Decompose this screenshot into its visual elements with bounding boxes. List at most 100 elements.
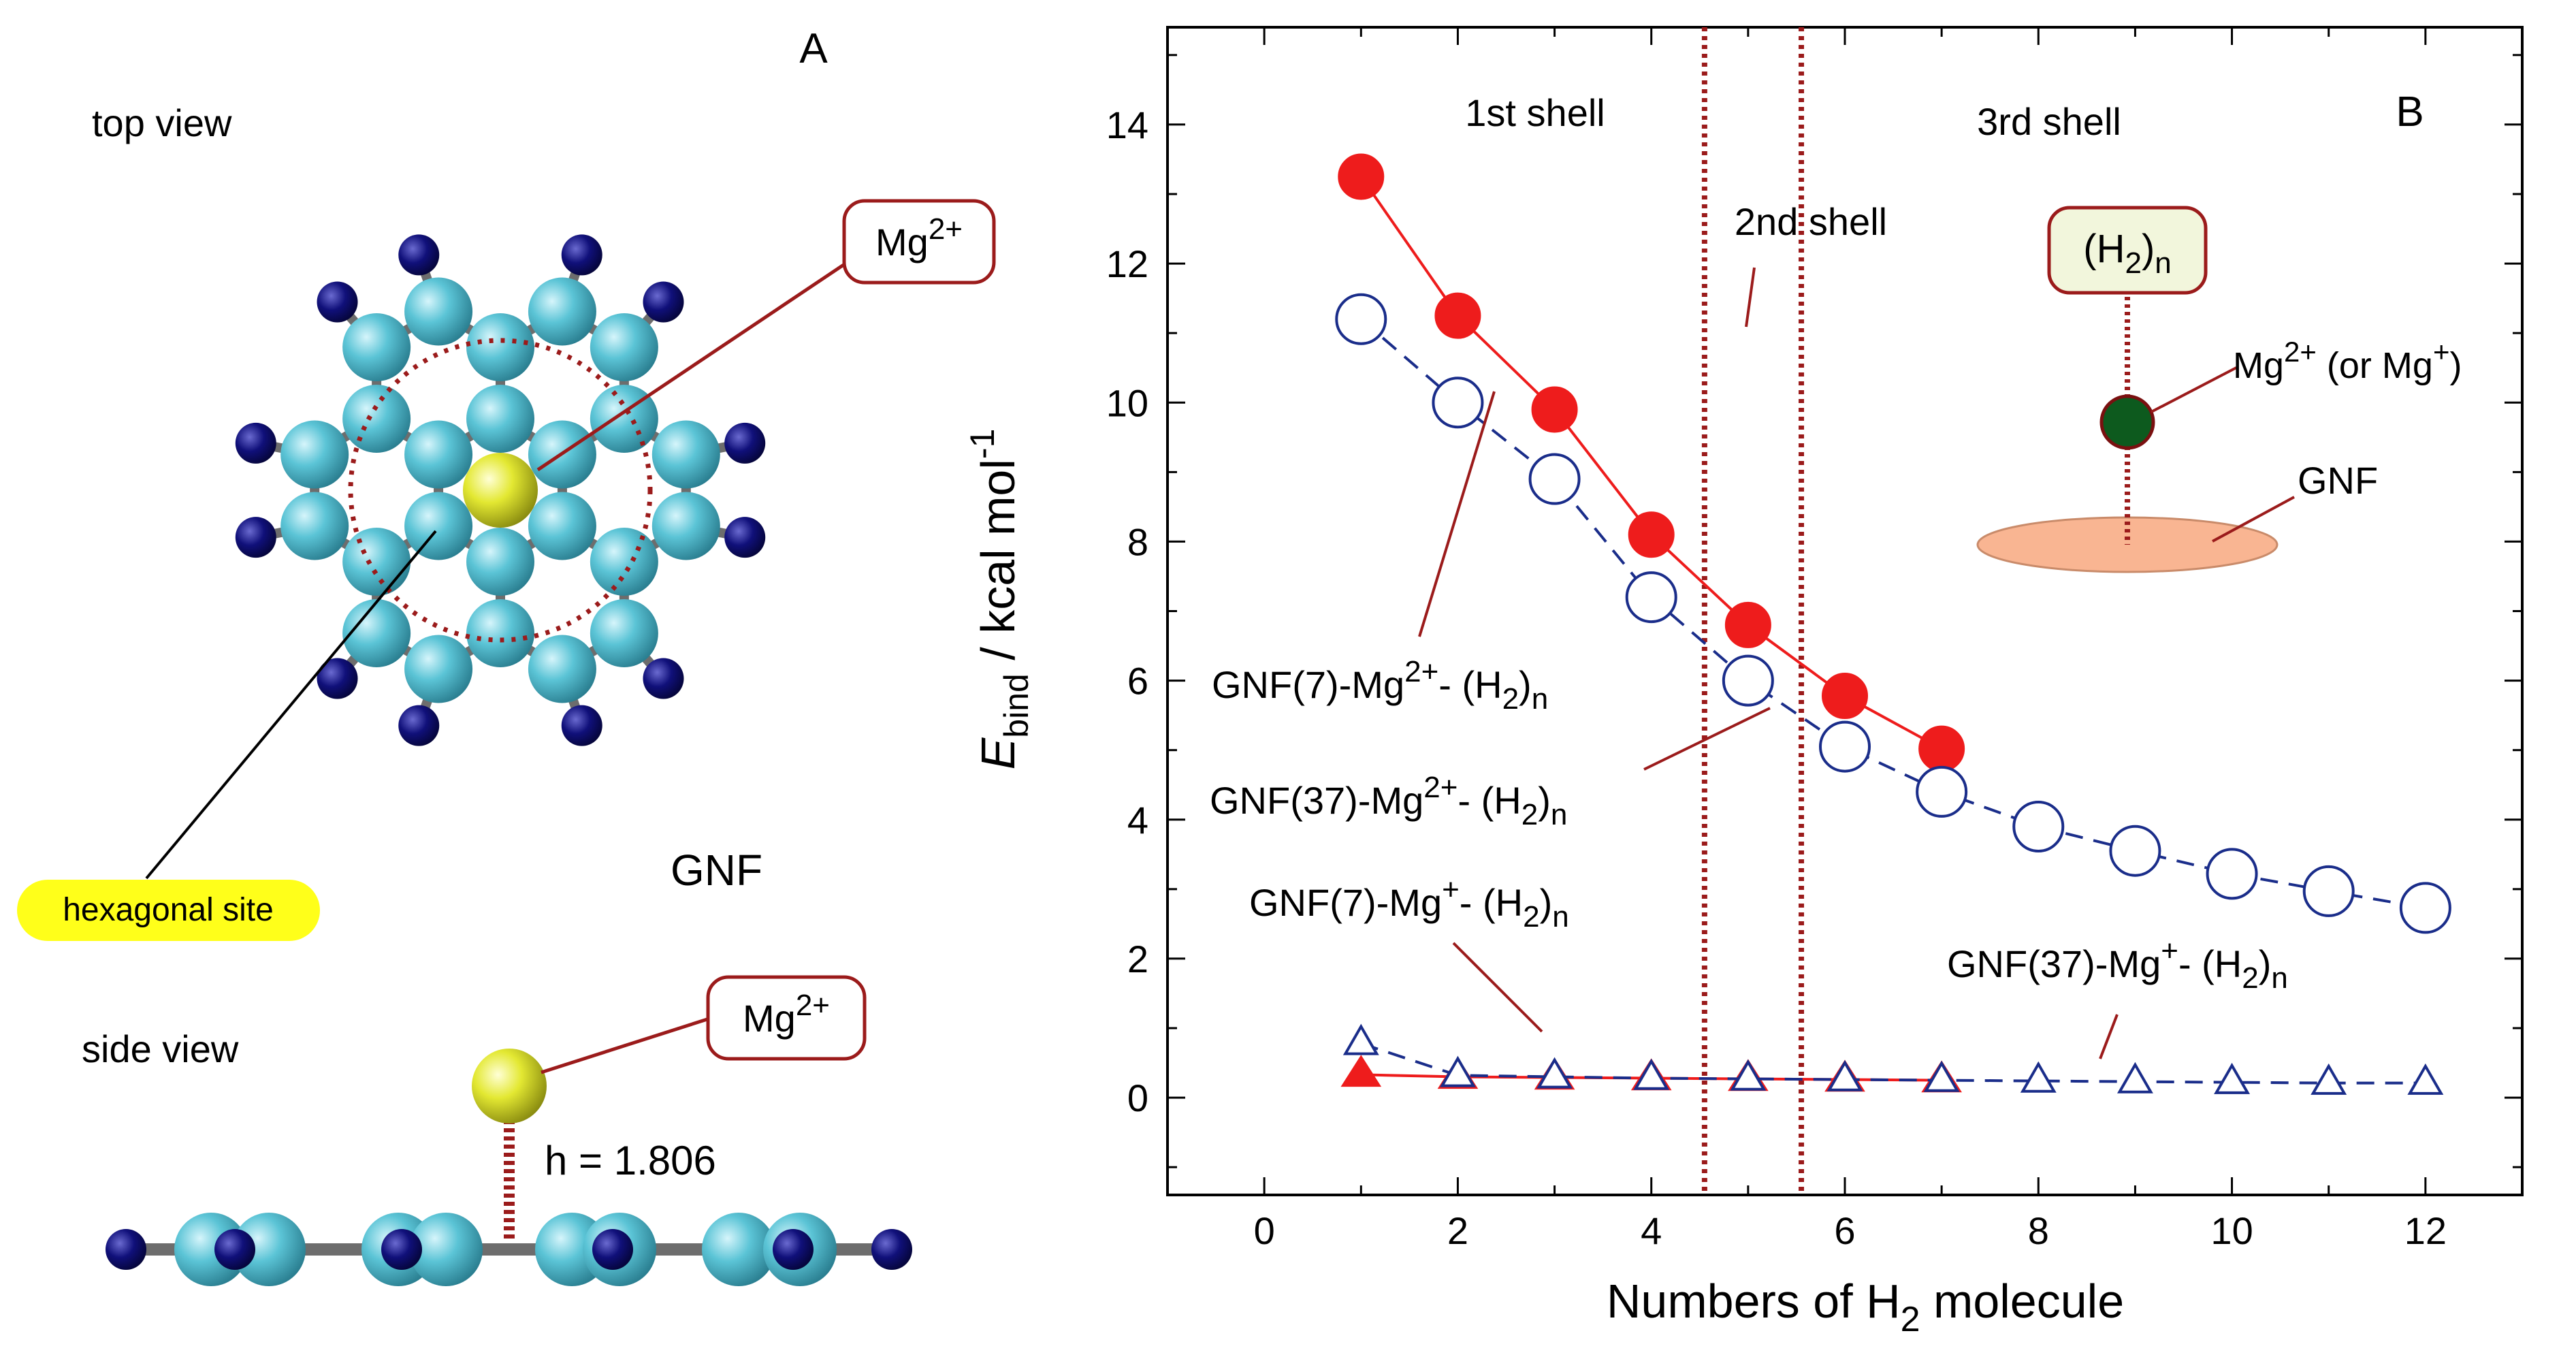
hexagonal-site-badge-bg	[17, 880, 320, 941]
mg-callout-line-side	[541, 1016, 712, 1074]
point-s2	[2109, 825, 2161, 877]
point-s4	[1730, 1059, 1767, 1091]
series-pointer-s4	[2099, 1014, 2119, 1059]
point-s4	[2407, 1063, 2444, 1095]
panel-b-chart: 0 2 4 6 8 10 12 0 2 4 6 8 10 12 14 1st shell 2nd shell…	[963, 26, 2524, 1339]
shell-label-2nd: 2nd shell	[1735, 200, 1887, 243]
inset-ion-pointer	[2151, 366, 2237, 413]
point-s2	[2399, 882, 2451, 934]
y-tick-label: 12	[1106, 242, 1148, 285]
carbon-atom	[466, 313, 534, 381]
height-label: h = 1.806	[545, 1138, 716, 1183]
point-s2	[1528, 453, 1581, 505]
top-view-label: top view	[92, 101, 232, 144]
mg-label-top: Mg2+	[842, 199, 996, 285]
point-s2	[2302, 865, 2355, 917]
carbon-atom	[528, 277, 596, 346]
series-s4	[1342, 1023, 2444, 1095]
series-label-s2: GNF(37)-Mg2+- (H2)n	[1210, 771, 1567, 831]
carbon-atom	[590, 528, 658, 596]
x-tick-label: 6	[1834, 1209, 1855, 1252]
hydrogen-atom	[398, 234, 440, 276]
point-s2	[1916, 765, 1968, 818]
panel-a-molecule-diagram: A top view Mg2+ hexagonal site GNF side …	[17, 25, 996, 1286]
x-tick-label: 2	[1447, 1209, 1468, 1252]
hydrogen-atom	[317, 281, 358, 323]
y-tick-label: 4	[1127, 799, 1148, 842]
point-s4	[2020, 1061, 2057, 1093]
hydrogen-atom	[724, 517, 766, 558]
series-label-s3: GNF(7)-Mg+- (H2)n	[1249, 873, 1569, 933]
x-tick-label: 0	[1254, 1209, 1275, 1252]
point-s1	[1724, 601, 1771, 648]
panel-a-label: A	[799, 25, 828, 72]
y-tick-label: 0	[1127, 1076, 1148, 1119]
carbon-atom	[590, 599, 658, 667]
mg-label-side: Mg2+	[706, 975, 867, 1061]
inset-h2-box	[2047, 206, 2208, 295]
hexagonal-site-badge: hexagonal site	[17, 880, 320, 941]
mg-label-side-box	[706, 975, 867, 1061]
hydrogen-atom	[398, 705, 440, 746]
point-s1	[1531, 386, 1578, 433]
chart-axes: 0 2 4 6 8 10 12 0 2 4 6 8 10 12 14	[1106, 26, 2524, 1252]
carbon-atom	[280, 492, 349, 560]
hydrogen-atom	[561, 705, 602, 746]
y-tick-label: 8	[1127, 520, 1148, 563]
carbon-atom	[404, 277, 473, 346]
point-s4	[1439, 1055, 1476, 1087]
side-view-label: side view	[82, 1027, 239, 1070]
hydrogen-atom	[561, 234, 602, 276]
point-s4	[2116, 1061, 2153, 1093]
y-tick-label: 14	[1106, 103, 1148, 146]
hydrogen-atom	[317, 658, 358, 699]
point-s4	[1826, 1059, 1863, 1091]
point-s4	[2214, 1062, 2251, 1094]
point-s1	[1338, 153, 1385, 200]
carbon-atom-side	[232, 1213, 306, 1286]
carbon-atom	[342, 599, 411, 667]
point-s1	[1822, 673, 1868, 720]
mg-label-top-box	[842, 199, 996, 285]
point-s3	[1340, 1055, 1382, 1087]
hydrogen-atom-side	[871, 1229, 912, 1270]
y-tick-label: 2	[1127, 938, 1148, 980]
carbon-atom	[466, 599, 534, 667]
series-pointer-s1	[1418, 391, 1496, 637]
hydrogen-atom-side	[106, 1229, 146, 1270]
mg-label-side-text: Mg2+	[743, 989, 830, 1040]
hydrogen-atom-side	[214, 1229, 255, 1270]
hydrogen-atom	[235, 517, 276, 558]
shell-label-3rd: 3rd shell	[1977, 100, 2121, 143]
carbon-atom-side	[702, 1213, 775, 1286]
carbon-atom	[528, 635, 596, 703]
inset-surface-pointer	[2212, 496, 2295, 543]
mg-ion-top	[463, 453, 538, 528]
hexagonal-site-text: hexagonal site	[63, 892, 274, 928]
x-axis-title: Numbers of H2 molecule	[1607, 1275, 2124, 1339]
point-s1	[1918, 725, 1965, 772]
series-line-s4	[1360, 1042, 2426, 1085]
y-tick-label: 6	[1127, 660, 1148, 703]
carbon-atom	[466, 385, 534, 453]
inset-h2-text: (H2)n	[2083, 227, 2172, 280]
hydrogen-atom	[724, 422, 766, 464]
series-pointer-s3	[1452, 942, 1543, 1033]
chart-series	[1335, 153, 2451, 1095]
point-s2	[1335, 293, 1387, 345]
gnf-label: GNF	[671, 846, 762, 895]
shell-2nd-pointer	[1745, 267, 1756, 328]
carbon-atom	[404, 492, 473, 560]
series-s2	[1335, 293, 2451, 934]
inset-surface-label: GNF	[2298, 459, 2378, 502]
hydrogen-atom	[235, 422, 276, 464]
point-s4	[1633, 1058, 1670, 1090]
hexagonal-site-ring	[348, 338, 653, 643]
series-s1	[1338, 153, 1965, 772]
mg-label-top-text: Mg2+	[875, 212, 963, 264]
hydrogen-atom-side	[592, 1229, 633, 1270]
point-s2	[1625, 571, 1677, 624]
gnf-side-view	[106, 1213, 912, 1286]
hydrogen-atom	[643, 658, 684, 699]
